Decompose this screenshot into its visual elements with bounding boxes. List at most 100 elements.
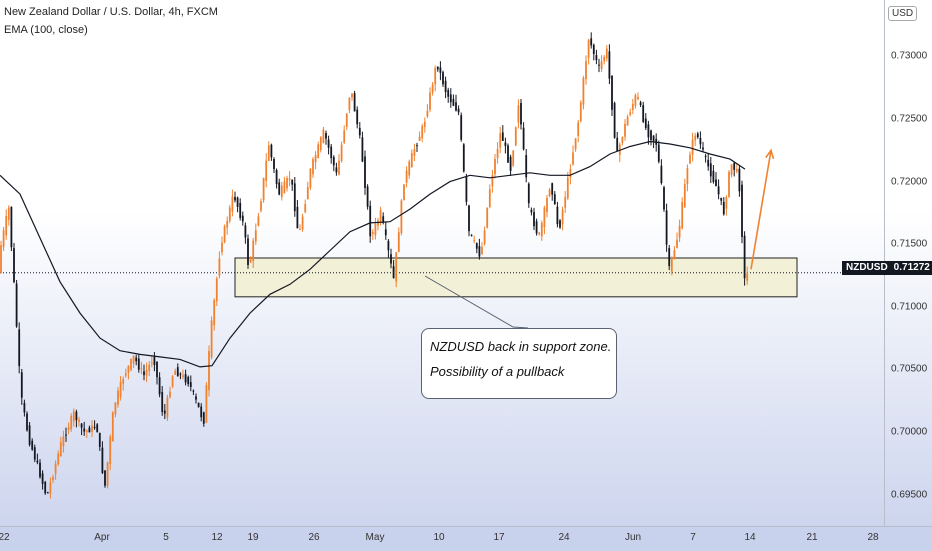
forecast-arrow (750, 150, 772, 270)
candle-down (504, 142, 507, 147)
x-tick-label: 26 (308, 532, 320, 543)
candle-down (470, 234, 473, 236)
candle-up (746, 273, 749, 281)
candle-down (598, 64, 600, 66)
candle-down (444, 80, 447, 93)
candle-down (449, 94, 452, 103)
candle-up (174, 370, 177, 375)
candle-down (28, 425, 31, 445)
candle-up (119, 381, 122, 398)
candle-up (488, 189, 491, 207)
candle-up (686, 168, 689, 185)
x-tick-label: 21 (806, 532, 818, 543)
candle-down (197, 402, 200, 408)
candle-up (418, 136, 421, 141)
candle-up (85, 430, 88, 433)
candle-down (161, 391, 164, 413)
candle-down (137, 358, 140, 370)
candle-down (65, 434, 67, 436)
candle-down (608, 51, 611, 79)
candle-up (517, 105, 520, 123)
candle-up (481, 246, 483, 255)
candle-down (559, 220, 561, 228)
candle-up (67, 427, 70, 430)
candle-down (590, 38, 593, 46)
price-chart[interactable] (0, 0, 884, 526)
candle-up (637, 96, 639, 100)
candle-down (447, 90, 450, 97)
x-tick-label: Jun (624, 532, 642, 543)
candle-up (262, 178, 265, 201)
candle-up (543, 207, 546, 228)
candle-up (676, 239, 678, 248)
currency-button[interactable]: USD (888, 6, 918, 21)
candle-up (343, 130, 346, 143)
candle-down (647, 124, 650, 138)
candle-down (660, 165, 663, 184)
candle-up (78, 419, 80, 423)
candle-up (345, 113, 348, 127)
candle-down (275, 170, 278, 185)
candle-down (668, 248, 671, 267)
candle-up (338, 160, 340, 175)
candle-up (208, 350, 210, 391)
candle-down (93, 426, 96, 429)
candle-up (400, 200, 403, 234)
forecast-arrow-head (765, 148, 775, 160)
candle-down (457, 108, 460, 113)
candle-down (743, 235, 746, 279)
candle-down (699, 138, 702, 145)
candle-up (49, 482, 52, 494)
candle-down (366, 186, 369, 207)
last-price-tag: NZDUSD 0.71272 (842, 261, 932, 275)
candle-down (33, 447, 36, 460)
candle-up (624, 123, 626, 137)
candle-down (551, 183, 554, 195)
candle-down (439, 67, 442, 73)
candle-down (616, 137, 619, 152)
candle-down (460, 115, 463, 140)
candle-down (652, 135, 655, 142)
candle-up (91, 425, 93, 432)
candle-down (202, 412, 205, 424)
candle-down (88, 427, 91, 433)
candle-up (215, 278, 218, 302)
candle-up (280, 185, 283, 198)
candle-down (527, 183, 530, 204)
chart-area[interactable]: New Zealand Dollar / U.S. Dollar, 4h, FX… (0, 0, 884, 526)
annotation-callout[interactable]: NZDUSD back in support zone. Possibility… (421, 328, 617, 399)
candle-up (405, 170, 408, 183)
candle-up (145, 369, 148, 376)
x-tick-label: 14 (744, 532, 756, 543)
candle-down (390, 254, 392, 264)
candle-down (104, 470, 106, 486)
candle-up (59, 442, 62, 456)
candle-up (548, 189, 551, 197)
candle-down (361, 137, 364, 162)
time-axis[interactable]: 22 Apr 5 12 19 26 May 10 17 24 Jun 7 14 21 28 (0, 526, 932, 551)
candle-down (13, 248, 15, 283)
candle-down (335, 167, 338, 173)
candle-up (683, 184, 686, 208)
candle-up (148, 364, 151, 371)
candle-up (0, 245, 2, 273)
y-tick-label: 0.73000 (891, 50, 928, 62)
candle-up (423, 121, 426, 128)
candle-down (741, 184, 743, 237)
candle-up (494, 158, 496, 175)
candle-down (613, 102, 616, 138)
x-tick-label: 17 (493, 532, 505, 543)
candle-down (98, 432, 101, 447)
candle-down (644, 118, 647, 128)
candle-up (109, 436, 112, 465)
candle-up (540, 222, 543, 237)
candle-down (135, 357, 138, 362)
candle-down (270, 144, 273, 158)
candle-down (384, 229, 387, 236)
candle-down (153, 356, 156, 365)
candle-up (600, 61, 603, 69)
candle-down (525, 155, 528, 178)
callout-line-1: NZDUSD back in support zone. (430, 339, 612, 354)
candle-down (709, 163, 712, 177)
candle-down (163, 410, 166, 414)
